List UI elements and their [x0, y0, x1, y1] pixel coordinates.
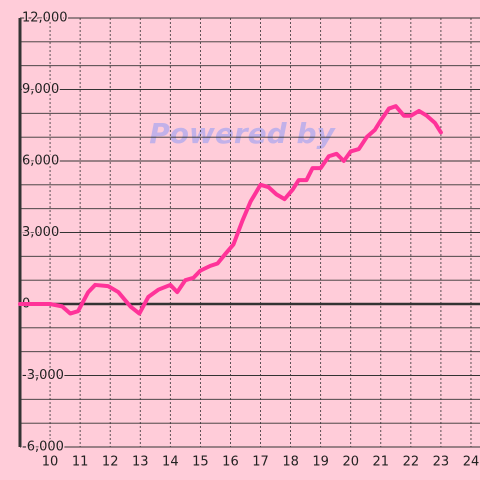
- y-tick-label: -6,000: [22, 440, 64, 455]
- x-tick-label: 23: [433, 455, 450, 470]
- x-tick-label: 12: [102, 455, 119, 470]
- x-tick-label: 19: [312, 455, 329, 470]
- x-tick-label: 10: [42, 455, 59, 470]
- y-tick-label: 12,000: [22, 11, 68, 26]
- x-tick-label: 17: [252, 455, 269, 470]
- y-tick-label: 9,000: [22, 82, 59, 97]
- x-tick-label: 22: [403, 455, 420, 470]
- data-line: [18, 104, 443, 316]
- y-tick-label: 6,000: [22, 154, 59, 169]
- x-tick-label: 20: [342, 455, 359, 470]
- x-tick-label: 18: [282, 455, 299, 470]
- x-tick-label: 16: [222, 455, 239, 470]
- x-tick-label: 13: [132, 455, 149, 470]
- x-tick-label: 14: [162, 455, 179, 470]
- x-tick-label: 11: [72, 455, 89, 470]
- y-tick-label: 3,000: [22, 225, 59, 240]
- x-tick-label: 15: [192, 455, 209, 470]
- x-tick-label: 24: [463, 455, 480, 470]
- x-tick-label: 21: [373, 455, 390, 470]
- y-tick-label: -3,000: [22, 368, 64, 383]
- watermark: Powered by: [149, 117, 336, 150]
